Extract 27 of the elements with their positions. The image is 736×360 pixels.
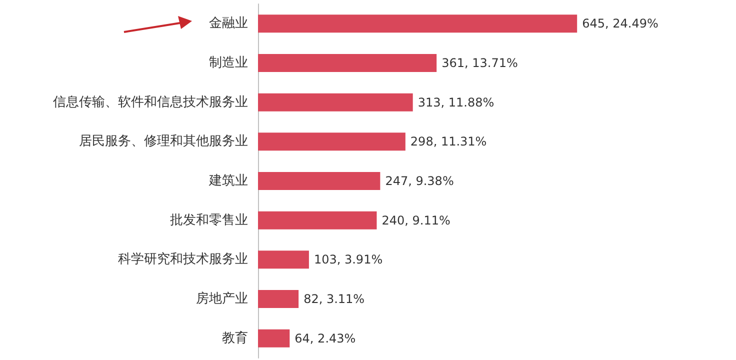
bar — [258, 329, 290, 348]
bar — [258, 132, 406, 151]
y-tick-label: 居民服务、修理和其他服务业 — [79, 134, 248, 150]
data-label: 64, 2.43% — [294, 331, 356, 346]
y-tick-label: 信息传输、软件和信息技术服务业 — [53, 94, 248, 110]
y-tick-label: 建筑业 — [208, 174, 248, 188]
y-tick-label: 教育 — [222, 330, 248, 346]
y-tick-label: 科学研究和技术服务业 — [118, 252, 248, 268]
bar — [258, 211, 377, 230]
data-label: 82, 3.11% — [304, 292, 365, 306]
data-label: 313, 11.88% — [418, 95, 494, 110]
data-label: 645, 24.49% — [582, 16, 658, 31]
data-label: 298, 11.31% — [410, 134, 487, 149]
bar — [258, 290, 299, 308]
bar — [258, 14, 578, 33]
y-tick-label: 制造业 — [209, 56, 248, 70]
y-tick-label: 房地产业 — [196, 290, 248, 306]
y-tick-label: 金融业 — [209, 16, 248, 32]
data-label: 103, 3.91% — [314, 252, 383, 267]
bar — [258, 54, 437, 72]
data-label: 247, 9.38% — [385, 174, 454, 188]
data-label: 240, 9.11% — [382, 213, 450, 228]
data-label: 361, 13.71% — [442, 56, 518, 70]
bar — [258, 172, 380, 190]
bar — [258, 93, 413, 112]
bar — [258, 250, 309, 269]
y-tick-label: 批发和零售业 — [170, 212, 248, 228]
